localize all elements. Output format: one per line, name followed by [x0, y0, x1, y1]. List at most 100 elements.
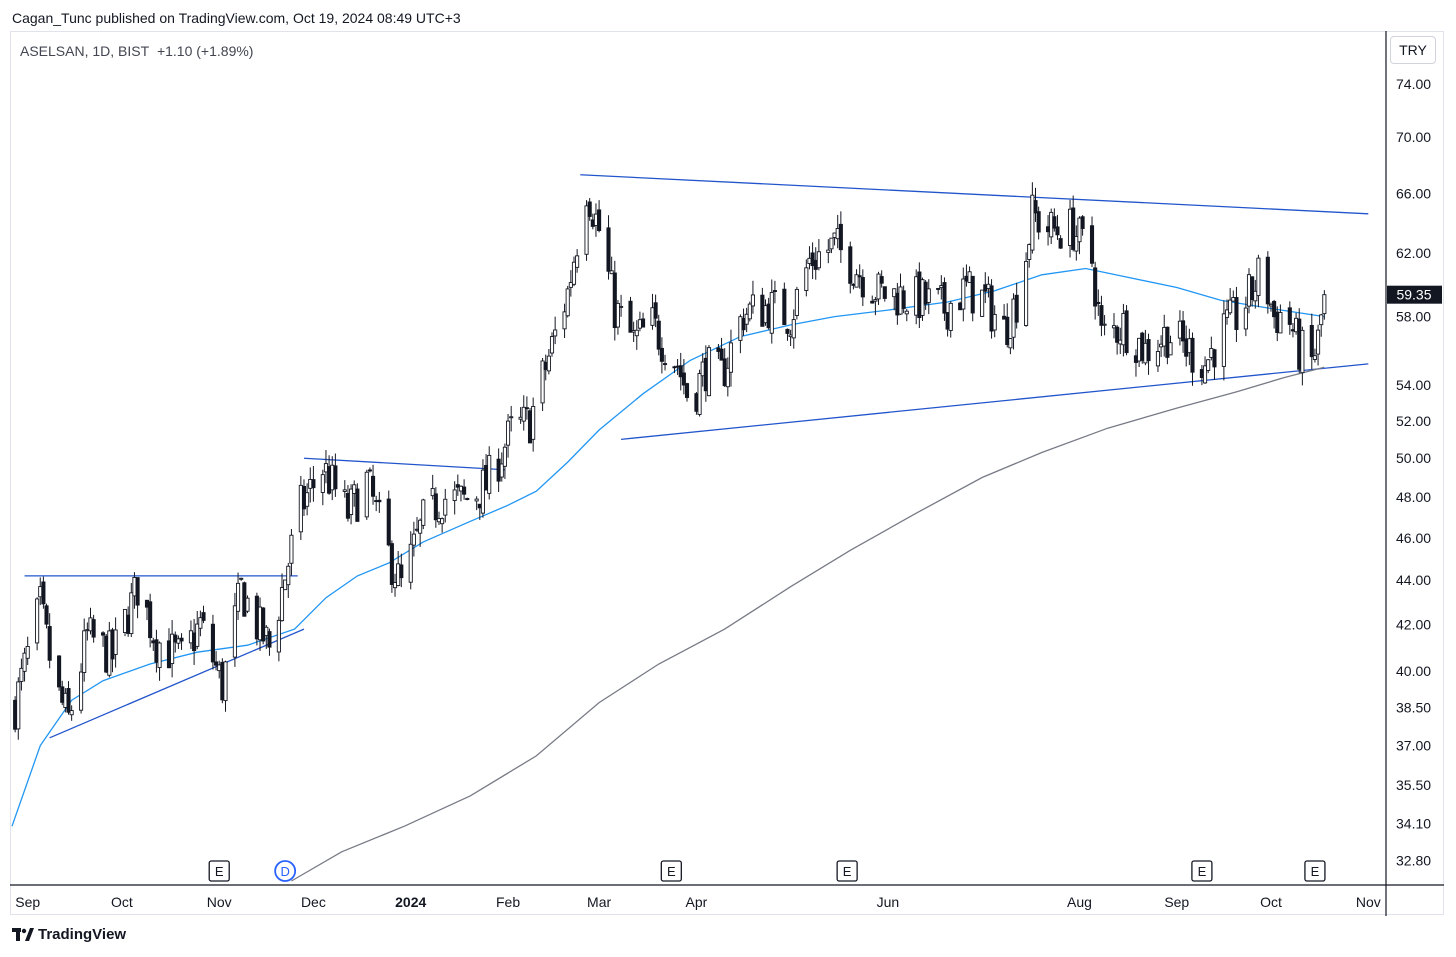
last-price-label: 59.35 [1396, 287, 1431, 303]
earnings-event-marker [208, 860, 230, 882]
x-tick-label: Aug [1067, 894, 1092, 910]
candle-body [1212, 349, 1217, 368]
candle-body [531, 406, 536, 440]
candle-body [1124, 310, 1129, 354]
y-tick-label: 70.00 [1396, 129, 1431, 145]
candle-body [1234, 297, 1239, 330]
candle-body [245, 597, 250, 612]
earnings-event-marker [660, 860, 682, 882]
candle-body [829, 237, 834, 250]
candle-body [571, 261, 577, 285]
candle-body [524, 407, 529, 410]
chart-frame [10, 31, 1444, 915]
candle-body [656, 320, 661, 350]
candle-body [480, 469, 485, 514]
event-marker-label: E [1198, 864, 1207, 879]
candle-body [223, 661, 228, 702]
x-tick-label: Nov [1356, 894, 1381, 910]
candle-body [239, 577, 244, 580]
candle-body [948, 302, 953, 331]
x-tick-label: Oct [111, 894, 133, 910]
candle-body [421, 499, 426, 526]
candle-body [892, 288, 897, 298]
candle-body [678, 365, 683, 378]
candle-body [198, 617, 203, 629]
candle-body [506, 420, 511, 446]
y-tick-label: 44.00 [1396, 572, 1431, 588]
price-axis: 74.00 70.00 66.00 62.00 58.00 54.00 52.00 50.00… [1387, 76, 1442, 868]
candle-body [364, 471, 369, 518]
candle-body [462, 486, 467, 495]
y-tick-label: 37.00 [1396, 737, 1431, 753]
candle-body [1080, 216, 1085, 229]
x-tick-label: Oct [1260, 894, 1282, 910]
candle-body [408, 543, 413, 583]
candle-body [838, 223, 843, 251]
y-tick-label: 52.00 [1396, 413, 1431, 429]
symbol-info: ASELSAN, 1D, BIST [20, 43, 150, 59]
candle-body [681, 372, 686, 386]
candle-body [697, 373, 702, 415]
candle-body [901, 290, 906, 309]
candle-body [1052, 216, 1057, 229]
candle-body [662, 363, 668, 366]
candle-body [135, 577, 140, 606]
candle-body [641, 318, 646, 328]
candle-body [57, 655, 62, 688]
candle-body [386, 498, 391, 546]
candle-body [1309, 324, 1314, 358]
candle-body [1030, 194, 1035, 251]
candle-body [1096, 301, 1101, 305]
tradingview-logo-icon [12, 927, 34, 941]
event-marker-label: E [667, 864, 676, 879]
y-tick-label: 46.00 [1396, 530, 1431, 546]
candle-body [44, 605, 49, 625]
candle-body [810, 252, 815, 267]
candle-body [857, 275, 862, 278]
candle-body [728, 342, 734, 373]
candle-body [1256, 257, 1261, 297]
candle-body [848, 246, 853, 284]
candle-body [612, 272, 617, 329]
candle-body [195, 623, 200, 647]
candle-body [22, 652, 27, 672]
candle-body [1155, 351, 1160, 367]
candle-body [430, 488, 435, 497]
candle-body [854, 274, 859, 288]
candle-body [860, 277, 865, 298]
candle-body [804, 267, 809, 291]
candle-body [474, 498, 479, 502]
candle-body [1036, 211, 1041, 233]
candle-body [876, 273, 881, 300]
candle-body [1243, 307, 1248, 330]
candle-body [540, 360, 545, 404]
time-axis: Sep Oct Nov Dec 2024 Feb Mar Apr Jun Aug Sep Oct Nov [15, 894, 1381, 910]
y-tick-label: 35.50 [1396, 777, 1431, 793]
candle-body [587, 201, 592, 217]
candle-body [989, 285, 994, 332]
candle-body [19, 667, 24, 682]
currency-button[interactable]: TRY [1390, 36, 1436, 64]
candle-body [399, 564, 404, 579]
candle-body [25, 645, 30, 659]
candle-body [1058, 238, 1063, 249]
candle-body [615, 302, 620, 328]
trendline [49, 628, 305, 739]
candle-body [970, 275, 975, 314]
last-price-tag [1387, 285, 1442, 304]
candle-body [367, 469, 372, 472]
candle-body [1224, 309, 1230, 318]
candle-body [553, 329, 558, 337]
tradingview-logo[interactable]: TradingView [12, 926, 126, 943]
candle-body [66, 688, 71, 713]
candle-body [706, 347, 712, 397]
candle-body [562, 311, 567, 330]
candle-body [389, 543, 394, 585]
candle-body [1055, 226, 1060, 236]
candle-body [873, 299, 878, 302]
candle-body [82, 630, 87, 673]
candle-body [47, 626, 52, 661]
candle-body [440, 518, 445, 525]
